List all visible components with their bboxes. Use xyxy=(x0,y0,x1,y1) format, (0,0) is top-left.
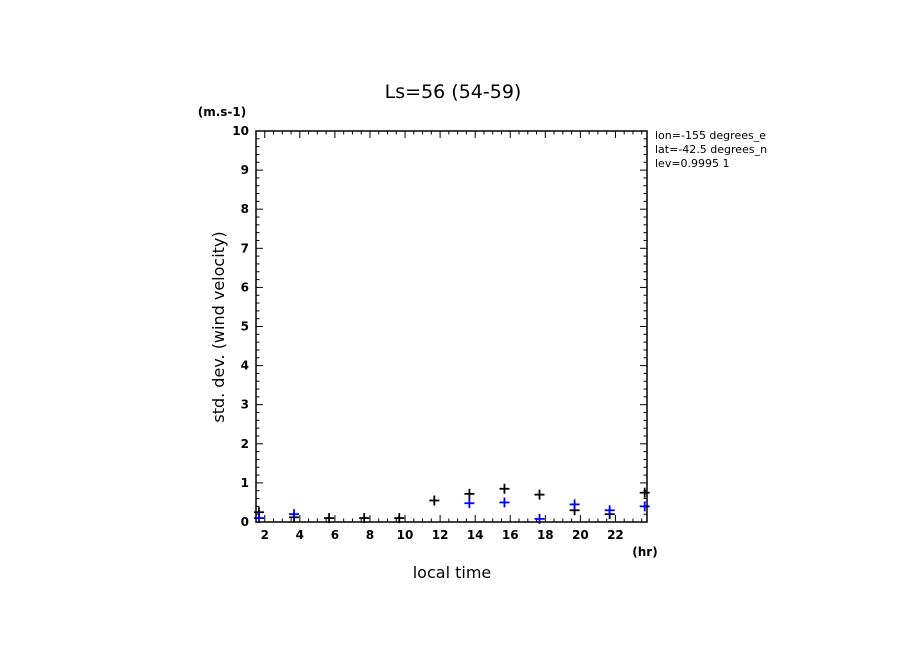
x-axis-label: local time xyxy=(413,563,492,582)
data-point-plus xyxy=(639,487,650,498)
x-tick-label: 16 xyxy=(502,528,519,542)
data-point-plus xyxy=(289,509,300,520)
x-unit-label: (hr) xyxy=(632,545,657,559)
plot-frame xyxy=(255,130,648,523)
x-tick-label: 2 xyxy=(261,528,269,542)
y-unit-label: (m.s-1) xyxy=(198,105,247,119)
data-point-plus xyxy=(569,499,580,510)
y-tick-label: 5 xyxy=(241,320,249,334)
y-tick-label: 10 xyxy=(232,124,249,138)
info-lon: lon=-155 degrees_e xyxy=(655,129,766,142)
y-tick-label: 1 xyxy=(241,476,249,490)
y-tick-label: 3 xyxy=(241,398,249,412)
x-tick-label: 12 xyxy=(432,528,449,542)
data-points xyxy=(253,483,650,524)
data-point-plus xyxy=(464,498,475,509)
x-tick-label: 6 xyxy=(331,528,339,542)
data-point-plus xyxy=(499,497,510,508)
x-tick-label: 4 xyxy=(296,528,304,542)
x-tick-label: 20 xyxy=(572,528,589,542)
y-axis-label: std. dev. (wind velocity) xyxy=(209,231,228,422)
data-point-plus xyxy=(464,488,475,499)
info-lev: lev=0.9995 1 xyxy=(655,157,730,170)
data-point-plus xyxy=(604,505,615,516)
y-tick-label: 6 xyxy=(241,280,249,294)
x-tick-label: 14 xyxy=(467,528,484,542)
x-tick-label: 8 xyxy=(366,528,374,542)
data-point-plus xyxy=(534,489,545,500)
y-tick-label: 0 xyxy=(241,515,249,529)
y-tick-label: 4 xyxy=(241,359,249,373)
x-tick-label: 18 xyxy=(537,528,554,542)
data-point-plus xyxy=(429,495,440,506)
info-lat: lat=-42.5 degrees_n xyxy=(655,143,767,156)
x-tick-label: 22 xyxy=(607,528,624,542)
y-tick-label: 9 xyxy=(241,163,249,177)
data-point-plus xyxy=(499,483,510,494)
y-tick-label: 7 xyxy=(241,241,249,255)
y-tick-label: 8 xyxy=(241,202,249,216)
x-tick-label: 10 xyxy=(397,528,414,542)
axis-ticks xyxy=(255,130,647,523)
y-tick-label: 2 xyxy=(241,437,249,451)
data-point-plus xyxy=(639,501,650,512)
chart-title: Ls=56 (54-59) xyxy=(385,81,522,103)
